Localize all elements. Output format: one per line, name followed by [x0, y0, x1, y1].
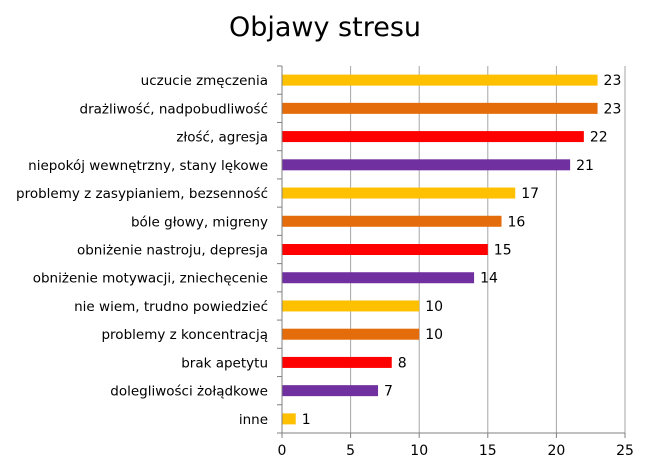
x-tick-label: 5 [346, 443, 355, 459]
category-label: złość, agresja [176, 130, 268, 146]
data-label: 16 [508, 214, 526, 230]
category-label: problemy z zasypianiem, bezsenność [16, 186, 268, 202]
data-label: 17 [521, 186, 539, 202]
data-label: 21 [576, 158, 594, 174]
category-label: brak apetytu [181, 355, 268, 371]
data-label: 15 [494, 243, 512, 259]
x-tick-label: 10 [410, 443, 428, 459]
data-label: 1 [302, 412, 311, 428]
x-tick-label: 25 [616, 443, 634, 459]
x-tick-label: 20 [547, 443, 565, 459]
category-label: obniżenie nastroju, depresja [77, 243, 268, 259]
x-tick-label: 15 [479, 443, 497, 459]
bar [282, 74, 598, 86]
bars [282, 74, 598, 425]
data-label: 10 [425, 327, 443, 343]
bar [282, 131, 584, 143]
data-label: 10 [425, 299, 443, 315]
axes: 0 5 10 15 20 25 uczucie zmęczenia 23 drażliwość,… [16, 65, 634, 459]
category-label: dolegliwości żołądkowe [110, 384, 268, 400]
bar [282, 102, 598, 114]
data-label: 7 [384, 384, 393, 400]
category-label: inne [239, 412, 268, 428]
bar [282, 215, 502, 227]
data-label: 22 [590, 130, 608, 146]
data-label: 23 [604, 73, 622, 89]
x-tick-label: 0 [278, 443, 287, 459]
category-label: obniżenie motywacji, zniechęcenie [33, 271, 268, 287]
category-label: drażliwość, nadpobudliwość [80, 101, 269, 117]
data-label: 14 [480, 271, 498, 287]
bar [282, 187, 516, 199]
bar [282, 385, 379, 397]
data-label: 8 [398, 355, 407, 371]
category-label: uczucie zmęczenia [141, 73, 268, 89]
category-label: niepokój wewnętrzny, stany lękowe [28, 158, 268, 174]
bar [282, 356, 392, 368]
bar [282, 244, 488, 255]
bar [282, 159, 571, 171]
bar [282, 272, 475, 284]
bar [282, 300, 420, 312]
category-label: problemy z koncentracją [101, 327, 268, 343]
data-label: 23 [604, 101, 622, 117]
bar [282, 413, 296, 425]
bar [282, 328, 420, 340]
category-label: bóle głowy, migreny [131, 214, 268, 230]
chart-title: Objawy stresu [228, 12, 422, 43]
category-label: nie wiem, trudno powiedzieć [74, 299, 268, 315]
